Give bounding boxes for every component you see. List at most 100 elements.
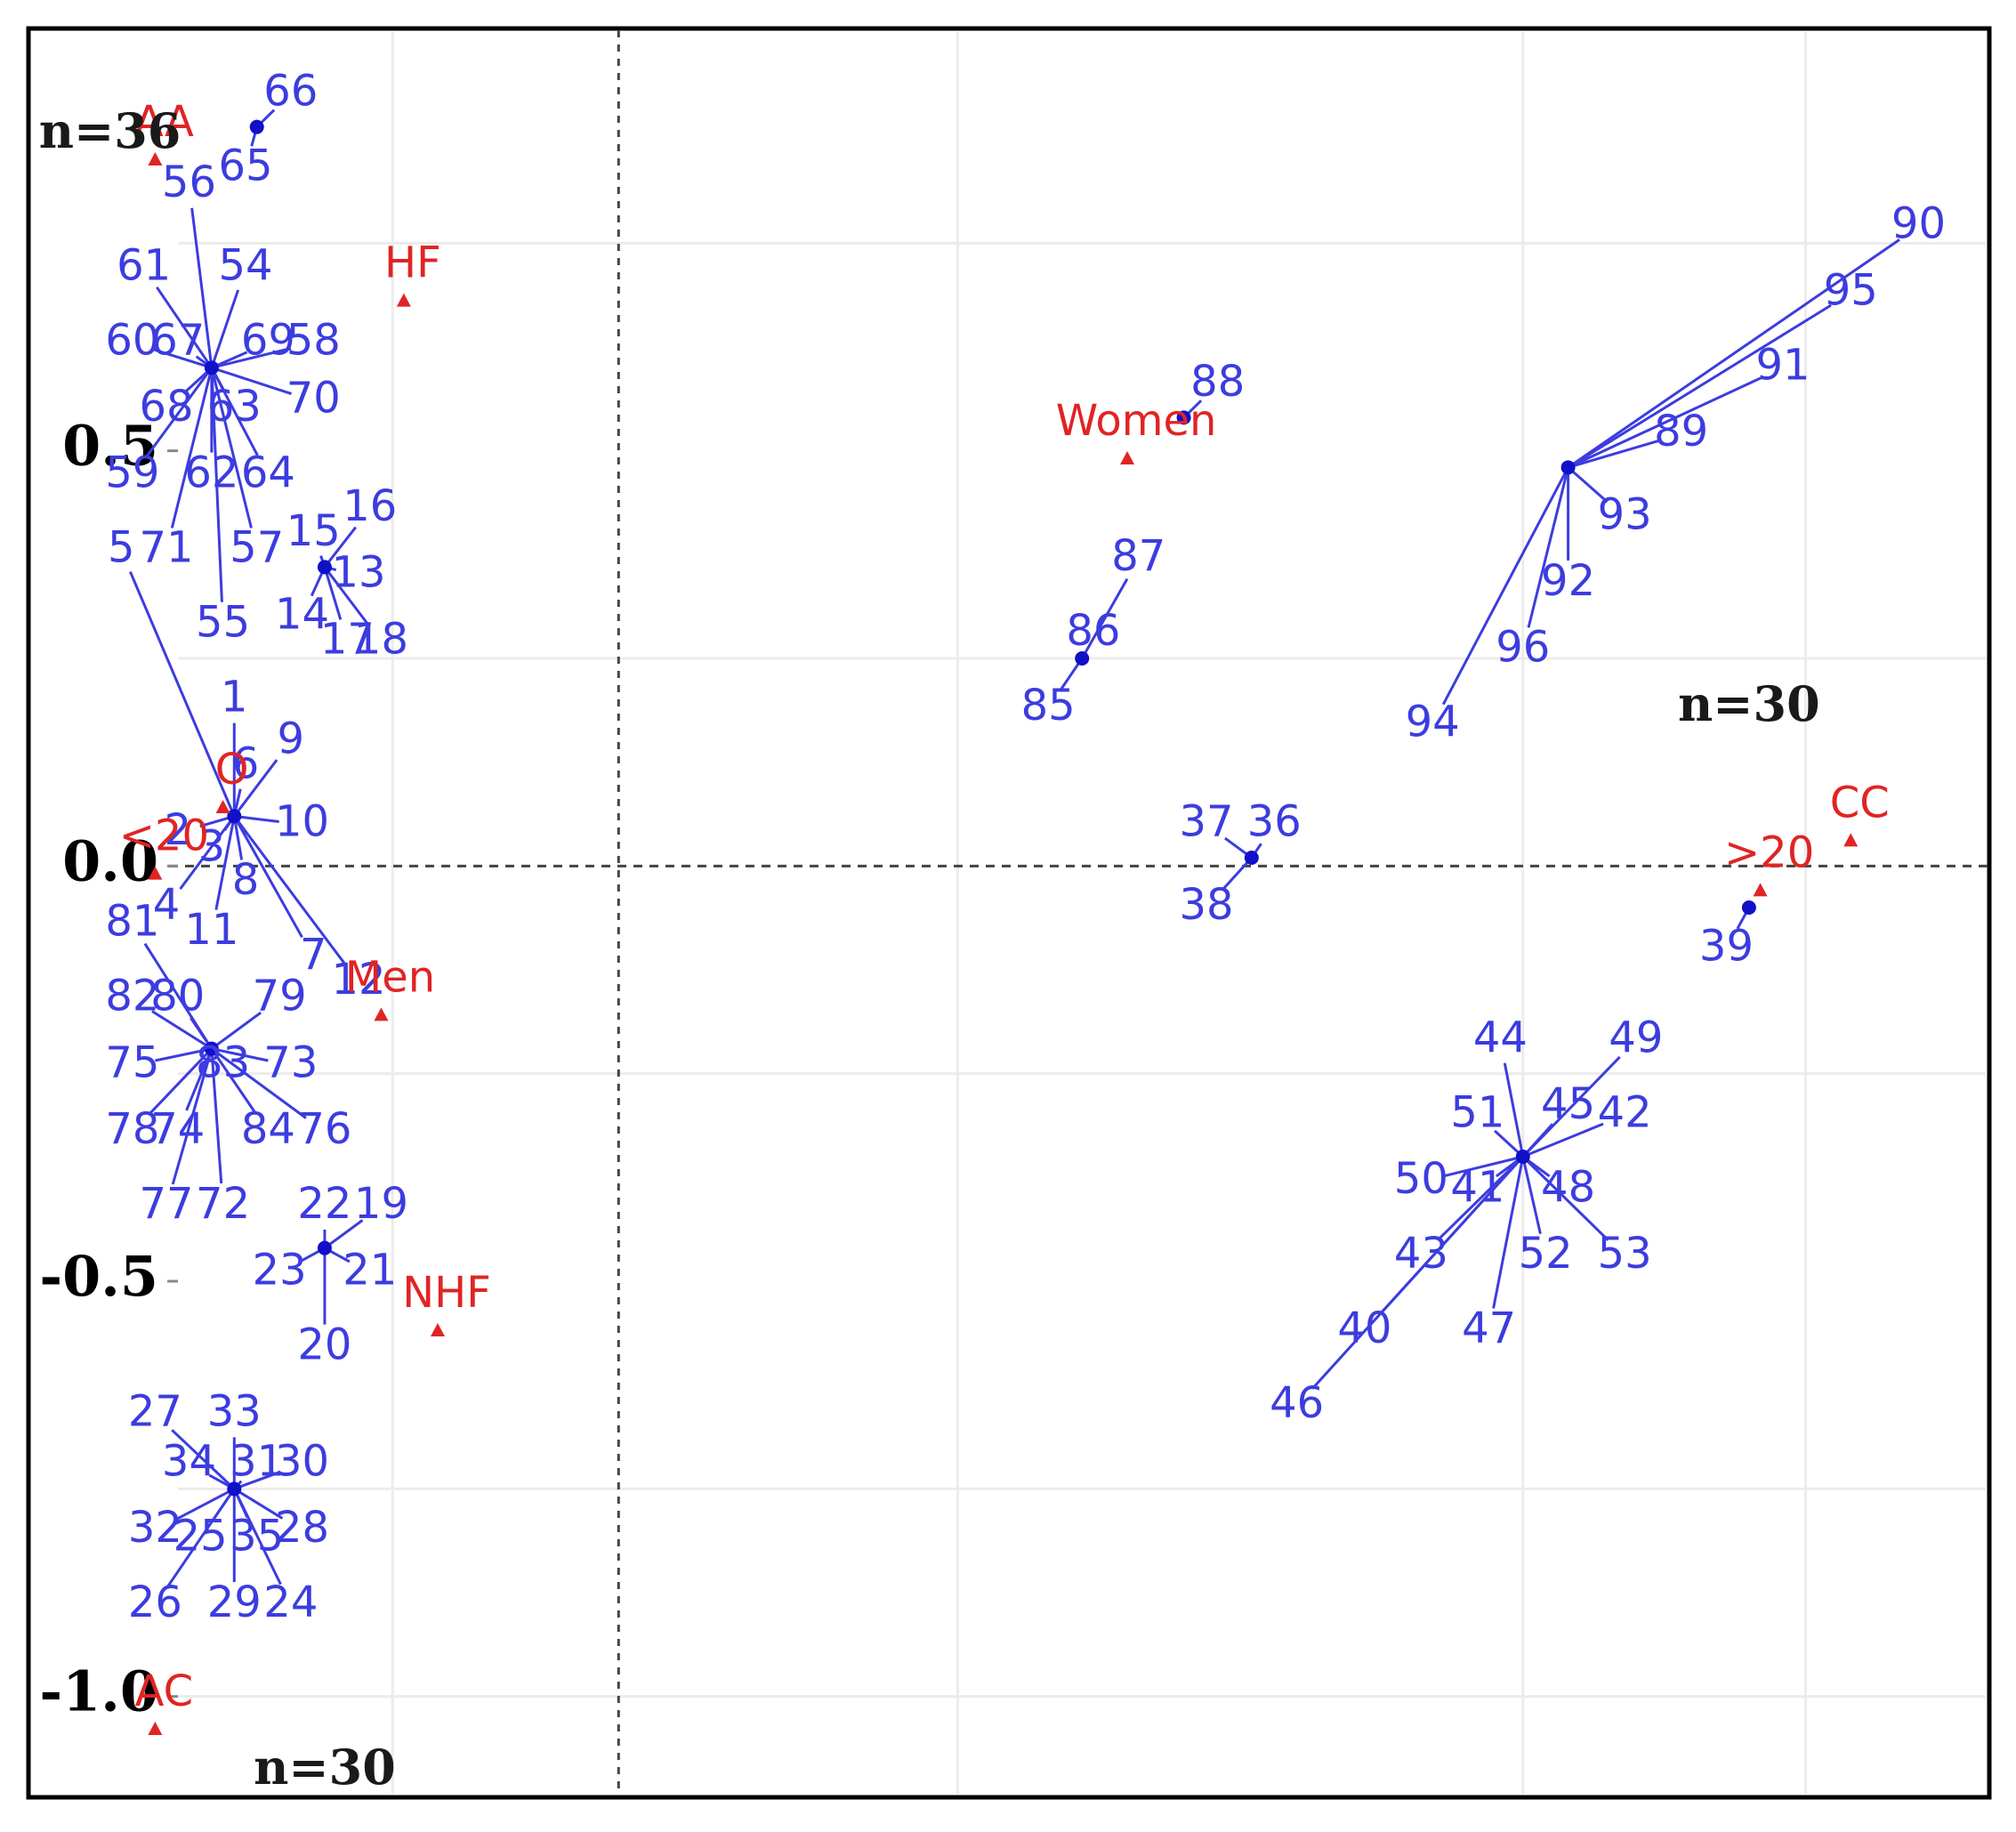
observation-label-89: 89 [1654,407,1708,456]
observation-label-22: 22 [297,1179,351,1229]
category-marker [1753,883,1768,897]
y-tick-label: -1.0 [39,1659,158,1724]
observation-label-69: 69 [241,315,295,365]
observation-label-79: 79 [253,972,307,1021]
segment-79 [210,1011,262,1050]
observation-label-56: 56 [162,157,216,207]
observation-label-53: 53 [1598,1229,1652,1279]
observation-label-5: 5 [108,523,135,573]
segment-16 [323,526,357,569]
observation-label-57: 57 [230,523,284,573]
observation-label-52: 52 [1519,1229,1573,1279]
category-marker [215,800,230,813]
observation-label-96: 96 [1496,623,1550,673]
observation-label-87: 87 [1111,531,1165,581]
observation-label-7: 7 [300,930,327,980]
segment-57 [210,367,253,529]
segment-91 [1567,375,1763,469]
segment-52 [1521,1156,1542,1234]
segment-82 [151,1010,213,1050]
observation-label-92: 92 [1541,556,1595,606]
segment-5 [129,571,236,817]
segment-50 [1443,1155,1524,1178]
segment-32 [174,1488,235,1521]
category-marker [374,1007,389,1021]
observation-label-17: 17 [320,614,375,664]
category-marker [148,866,163,880]
segment-26 [166,1488,236,1587]
segment-9 [233,759,278,818]
observation-label-63: 63 [207,382,262,432]
observation-label-32: 32 [128,1503,182,1553]
observation-label-86: 86 [1066,606,1120,656]
y-axis-ticks: 0.5 0.0 -0.5 -1.0 [39,414,178,1724]
segment-61 [156,286,214,369]
observation-label-51: 51 [1450,1087,1504,1137]
category-marker [396,293,411,307]
segment-96 [1527,466,1570,628]
segment-77 [171,1048,214,1185]
observation-label-39: 39 [1699,922,1754,972]
category-points: AA HF Women O<20 Men NHF AC CC >20 [119,97,1890,1735]
segment-84 [210,1047,257,1114]
observation-label-72: 72 [196,1179,250,1229]
segment-44 [1503,1062,1525,1158]
category-label: HF [384,238,441,288]
segment-75 [155,1047,213,1062]
cluster-center-12 [1515,1150,1530,1164]
observation-label-20: 20 [297,1320,351,1370]
observation-label-46: 46 [1270,1378,1324,1428]
segment-94 [1441,466,1569,706]
segment-60 [154,348,213,369]
segment-38 [1221,856,1253,892]
observation-label-48: 48 [1541,1162,1595,1212]
cluster-center-1 [249,119,264,134]
observation-label-23: 23 [253,1246,307,1295]
segment-53 [1521,1155,1609,1241]
segment-76 [210,1047,307,1119]
segment-47 [1492,1156,1525,1309]
observation-label-68: 68 [140,382,194,432]
cluster-center-3 [227,809,242,824]
observation-label-25: 25 [173,1511,228,1561]
observation-label-36: 36 [1247,797,1302,847]
observation-label-74: 74 [150,1104,205,1154]
observation-label-95: 95 [1824,265,1878,315]
observation-label-50: 50 [1394,1154,1448,1204]
cluster-count-label: n=36 [39,102,181,159]
cluster-count-labels: n=36 n=30 n=30 [39,102,1820,1796]
category-label: AA [134,97,194,147]
observation-label-4: 4 [153,880,181,930]
observation-label-10: 10 [275,797,329,847]
observation-label-65: 65 [218,141,272,190]
observation-label-8: 8 [232,855,260,905]
cluster-center-11 [1741,900,1756,915]
cluster-center-0 [204,360,219,375]
observation-label-13: 13 [332,548,386,598]
observation-label-41: 41 [1450,1162,1504,1212]
segment-73 [211,1047,269,1062]
segment-46 [1311,1155,1524,1390]
cluster-center-2 [317,560,332,575]
cluster-count-label: n=30 [1678,675,1820,732]
observation-label-66: 66 [263,66,318,116]
segment-55 [210,367,223,602]
observation-label-31: 31 [230,1436,284,1486]
cluster-centers [204,119,1756,1497]
category-label: Men [345,952,435,1002]
observation-label-21: 21 [343,1246,397,1295]
segment-89 [1568,439,1660,469]
observation-label-2: 2 [164,805,191,855]
segment-95 [1567,303,1832,469]
segment-17 [323,566,343,620]
observation-label-82: 82 [105,972,159,1021]
y-tick-label: -0.5 [39,1244,158,1309]
observation-label-93: 93 [1598,489,1652,539]
observation-label-14: 14 [275,589,329,639]
category-label: AC [135,1667,194,1716]
category-marker [148,1722,163,1735]
observation-label-49: 49 [1609,1013,1663,1062]
segment-90 [1567,238,1900,469]
